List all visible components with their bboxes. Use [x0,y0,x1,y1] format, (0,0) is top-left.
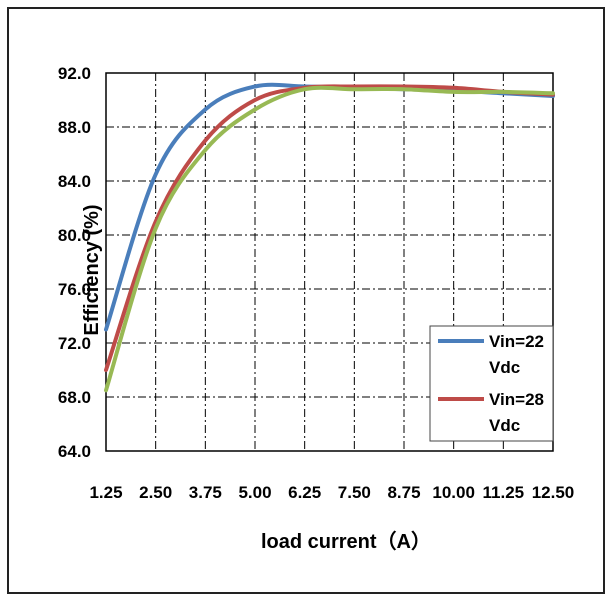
y-tick-label: 72.0 [58,334,91,353]
x-tick-label: 5.00 [238,483,271,502]
x-tick-label: 3.75 [189,483,222,502]
y-tick-label: 84.0 [58,172,91,191]
x-tick-label: 11.25 [483,483,525,502]
x-axis-label: load current（A） [261,530,431,553]
plot-area [105,72,554,452]
x-tick-label: 1.25 [89,483,122,502]
y-tick-label: 92.0 [58,64,91,83]
legend-box [429,325,554,442]
x-tick-label: 8.75 [387,483,420,502]
x-tick-label: 12.50 [532,483,575,502]
y-tick-label: 88.0 [58,118,91,137]
y-axis-label: Efficiency (%) [81,204,103,335]
x-tick-label: 6.25 [288,483,321,502]
y-axis-ticks: 92.0 88.0 84.0 80.0 76.0 72.0 68.0 64.0 [58,64,91,461]
x-tick-label: 2.50 [139,483,172,502]
y-tick-label: 80.0 [58,226,91,245]
x-axis-ticks: 1.25 2.50 3.75 5.00 6.25 7.50 8.75 10.00 11.25 12… [89,483,574,502]
y-tick-label: 64.0 [58,442,91,461]
x-tick-label: 10.00 [432,483,475,502]
series-line-3 [104,85,555,393]
legend: Vin=22 Vdc Vin=28 Vdc [429,325,554,442]
y-tick-label: 68.0 [58,388,91,407]
x-tick-label: 7.50 [338,483,371,502]
legend-label: Vin=28 [489,390,544,409]
legend-label: Vin=22 [489,332,544,351]
series-lines [104,82,555,393]
legend-label-unit: Vdc [489,358,520,377]
y-tick-label: 76.0 [58,280,91,299]
series-line-1 [104,82,555,332]
legend-label-unit: Vdc [489,416,520,435]
